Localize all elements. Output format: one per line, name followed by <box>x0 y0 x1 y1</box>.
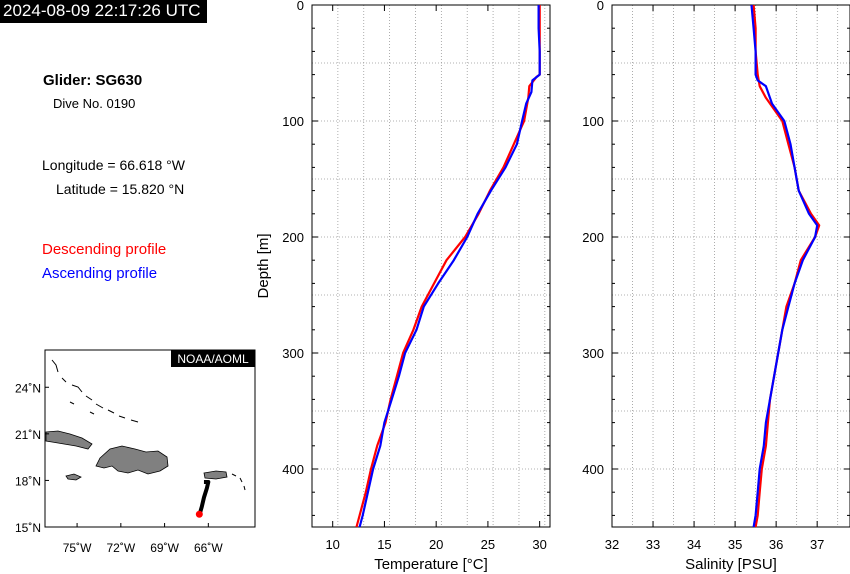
salinity-series-ascending <box>750 4 819 528</box>
salinity-ytick-label: 200 <box>582 230 604 245</box>
glider-position-dot <box>195 510 203 518</box>
timestamp-banner: 2024-08-09 22:17:26 UTC <box>0 0 207 23</box>
salinity-xtick-label: 34 <box>687 537 701 552</box>
temperature-xtick-label: 10 <box>325 537 339 552</box>
salinity-ytick-label: 300 <box>582 346 604 361</box>
salinity-xtick-label: 33 <box>646 537 660 552</box>
temperature-series-descending <box>355 5 541 528</box>
salinity-ytick-label: 0 <box>597 0 604 13</box>
location-map: 24˚N 21˚N 18˚N 15˚N 75˚W 72˚W 69˚W 66˚W NOAA/AO… <box>15 349 256 555</box>
map-lon-label: 69˚W <box>150 541 179 555</box>
temperature-xtick-label: 30 <box>532 537 546 552</box>
map-lon-label: 75˚W <box>63 541 92 555</box>
latitude-readout: Latitude = 15.820 °N <box>56 181 185 197</box>
salinity-xtick-label: 37 <box>810 537 824 552</box>
map-credit-box <box>171 350 255 367</box>
salinity-chart: 0 100 200 300 400 32 33 34 35 36 37 Salinity [PSU] <box>582 0 850 573</box>
temperature-xtick-label: 20 <box>429 537 443 552</box>
jamaica-landmass <box>65 473 82 481</box>
map-lat-label: 18˚N <box>15 474 41 488</box>
salinity-xtick-label: 35 <box>728 537 742 552</box>
map-credit: NOAA/AOML <box>177 352 249 366</box>
map-lat-label: 24˚N <box>15 381 41 395</box>
temperature-ytick-label: 0 <box>297 0 304 13</box>
salinity-grid <box>612 4 850 528</box>
longitude-readout: Longitude = 66.618 °W <box>42 157 185 173</box>
bahamas-islands <box>51 359 246 491</box>
legend-descending: Descending profile <box>42 241 167 258</box>
puerto-rico-landmass <box>203 470 228 480</box>
map-lon-label: 66˚W <box>194 541 223 555</box>
temperature-ytick-label: 100 <box>282 114 304 129</box>
temperature-series-ascending <box>358 5 541 528</box>
map-lat-label: 15˚N <box>15 521 41 535</box>
temperature-ytick-label: 400 <box>282 462 304 477</box>
glider-title: Glider: SG630 <box>43 72 143 89</box>
cuba-landmass <box>45 430 93 450</box>
salinity-xtick-label: 36 <box>769 537 783 552</box>
legend-ascending: Ascending profile <box>42 265 158 282</box>
temperature-xlabel: Temperature [°C] <box>374 556 488 573</box>
map-lon-label: 72˚W <box>106 541 135 555</box>
salinity-ytick-label: 400 <box>582 462 604 477</box>
map-ticks: 24˚N 21˚N 18˚N 15˚N 75˚W 72˚W 69˚W 66˚W <box>15 381 223 555</box>
salinity-xlabel: Salinity [PSU] <box>685 556 777 573</box>
temperature-ylabel: Depth [m] <box>255 233 272 298</box>
salinity-xtick-label: 32 <box>605 537 619 552</box>
temperature-chart: 0 100 200 300 400 10 15 20 25 30 Temperature [°C] D… <box>255 0 551 573</box>
temperature-ytick-label: 200 <box>282 230 304 245</box>
salinity-ytick-label: 100 <box>582 114 604 129</box>
glider-track <box>195 479 211 518</box>
hispaniola-landmass <box>95 445 169 475</box>
map-lat-label: 21˚N <box>15 428 41 442</box>
temperature-grid <box>312 4 550 528</box>
temperature-ytick-label: 300 <box>282 346 304 361</box>
glider-track-line <box>197 479 211 515</box>
dive-number: Dive No. 0190 <box>53 96 136 111</box>
temperature-xtick-label: 15 <box>377 537 391 552</box>
temperature-frame <box>311 4 551 528</box>
salinity-frame <box>611 4 850 528</box>
temperature-xtick-label: 25 <box>481 537 495 552</box>
